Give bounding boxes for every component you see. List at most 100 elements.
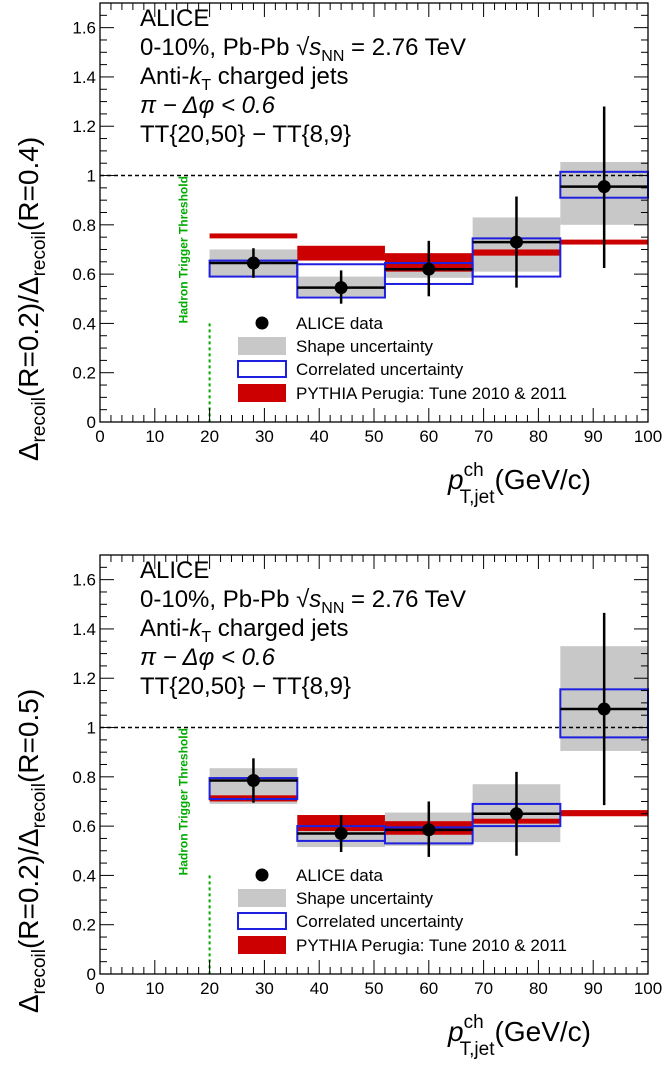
annotation-system: 0-10%, Pb-Pb √sNN = 2.76 TeV bbox=[140, 34, 466, 65]
x-tick-label: 60 bbox=[419, 427, 438, 446]
annotation-sub: T bbox=[201, 629, 211, 646]
x-tick-label: 0 bbox=[95, 979, 104, 998]
y-title-part: (R=0.2)/Δ bbox=[13, 276, 44, 397]
threshold-label: Hadron Trigger Threshold bbox=[177, 176, 191, 323]
y-tick-label: 1.6 bbox=[72, 571, 96, 590]
y-title-part: (R=0.4) bbox=[13, 137, 44, 231]
y-tick-label: 1.4 bbox=[72, 620, 96, 639]
data-point-1 bbox=[334, 827, 348, 841]
x-tick-label: 70 bbox=[474, 979, 493, 998]
annotation-sub: NN bbox=[321, 600, 344, 617]
x-title-part: p bbox=[447, 1016, 464, 1047]
y-axis-title: Δrecoil(R=0.2)/Δrecoil(R=0.4) bbox=[13, 137, 50, 461]
annotation-experiment: ALICE bbox=[140, 5, 209, 32]
y-tick-label: 1.2 bbox=[72, 669, 96, 688]
y-tick-label: 1.4 bbox=[72, 68, 96, 87]
annotation-part: Anti- bbox=[140, 615, 189, 642]
y-tick-label: 0.4 bbox=[72, 866, 96, 885]
annotation-part: charged jets bbox=[211, 615, 348, 642]
legend-label: Correlated uncertainty bbox=[296, 360, 464, 379]
x-tick-label: 70 bbox=[474, 427, 493, 446]
threshold-label: Hadron Trigger Threshold bbox=[177, 728, 191, 875]
annotation-part: 0-10%, Pb-Pb bbox=[140, 586, 296, 613]
data-point-4 bbox=[597, 702, 611, 716]
x-tick-label: 90 bbox=[584, 427, 603, 446]
annotation-cut: π − Δφ < 0.6 bbox=[140, 92, 276, 119]
x-tick-label: 20 bbox=[200, 979, 219, 998]
annotation-part: = 2.76 TeV bbox=[344, 34, 466, 61]
x-tick-label: 0 bbox=[95, 427, 104, 446]
x-title-sub: T,jet bbox=[460, 1039, 496, 1060]
x-tick-label: 50 bbox=[365, 979, 384, 998]
x-tick-label: 60 bbox=[419, 979, 438, 998]
x-tick-label: 30 bbox=[255, 979, 274, 998]
data-point-4 bbox=[597, 180, 611, 194]
x-tick-label: 100 bbox=[634, 979, 662, 998]
data-point-2 bbox=[422, 823, 436, 837]
y-title-sub: recoil bbox=[29, 783, 50, 828]
x-title-part: (GeV/c) bbox=[495, 464, 591, 495]
annotation-jets: Anti-kT charged jets bbox=[140, 63, 349, 94]
sqrt-symbol: √ bbox=[296, 34, 310, 61]
y-title-sub: recoil bbox=[29, 397, 50, 442]
y-tick-label: 1 bbox=[87, 719, 96, 738]
sqrt-symbol: √ bbox=[296, 586, 310, 613]
y-tick-label: 0 bbox=[87, 413, 96, 432]
annotation-sub: NN bbox=[321, 48, 344, 65]
legend: ALICE data Shape uncertainty Correlated un… bbox=[237, 314, 567, 403]
y-axis-title: Δrecoil(R=0.2)/Δrecoil(R=0.5) bbox=[13, 689, 50, 1013]
x-tick-label: 80 bbox=[529, 979, 548, 998]
legend-label: ALICE data bbox=[296, 866, 383, 885]
annotation-trigger: TT{20,50} − TT{8,9} bbox=[140, 121, 351, 148]
x-tick-label: 40 bbox=[310, 979, 329, 998]
annotation-part: charged jets bbox=[211, 63, 348, 90]
pythia-band-0 bbox=[209, 233, 298, 239]
legend-swatch-data bbox=[255, 868, 269, 882]
annotation-part: = 2.76 TeV bbox=[344, 586, 466, 613]
annotation-trigger: TT{20,50} − TT{8,9} bbox=[140, 673, 351, 700]
data-point-3 bbox=[509, 807, 523, 821]
x-tick-label: 10 bbox=[145, 979, 164, 998]
x-title-sup: ch bbox=[464, 460, 484, 481]
y-tick-label: 1.2 bbox=[72, 117, 96, 136]
pythia-band-1 bbox=[297, 245, 385, 261]
y-title-sub: recoil bbox=[29, 231, 50, 276]
x-tick-label: 40 bbox=[310, 427, 329, 446]
x-tick-label: 80 bbox=[529, 427, 548, 446]
annotation-part: 0-10%, Pb-Pb bbox=[140, 34, 296, 61]
annotation-system: 0-10%, Pb-Pb √sNN = 2.76 TeV bbox=[140, 586, 466, 617]
legend-label: Correlated uncertainty bbox=[296, 912, 464, 931]
legend-swatch-data bbox=[255, 316, 269, 330]
y-title-sub: recoil bbox=[29, 949, 50, 994]
legend: ALICE data Shape uncertainty Correlated un… bbox=[237, 866, 567, 955]
y-tick-label: 0.2 bbox=[72, 916, 96, 935]
x-axis-title: pch T,jet(GeV/c) bbox=[447, 1012, 591, 1060]
annotation-experiment: ALICE bbox=[140, 557, 209, 584]
legend-swatch-shape bbox=[238, 889, 286, 907]
legend-swatch-corr bbox=[237, 912, 287, 930]
y-title-part: Δ bbox=[13, 442, 44, 461]
data-point-2 bbox=[422, 262, 436, 276]
legend-label: Shape uncertainty bbox=[296, 889, 434, 908]
annotation-cut: π − Δφ < 0.6 bbox=[140, 644, 276, 671]
y-tick-label: 0 bbox=[87, 965, 96, 984]
y-tick-label: 0.8 bbox=[72, 216, 96, 235]
data-point-3 bbox=[509, 235, 523, 249]
annotation-part: s bbox=[309, 34, 321, 61]
y-title-part: (R=0.2)/Δ bbox=[13, 828, 44, 949]
legend-label: ALICE data bbox=[296, 314, 383, 333]
annotation-jets: Anti-kT charged jets bbox=[140, 615, 349, 646]
y-title-part: Δ bbox=[13, 994, 44, 1013]
y-tick-label: 1.6 bbox=[72, 19, 96, 38]
x-axis-title: pch T,jet(GeV/c) bbox=[447, 460, 591, 508]
y-tick-label: 0.6 bbox=[72, 265, 96, 284]
x-tick-label: 100 bbox=[634, 427, 662, 446]
legend-swatch-pythia bbox=[238, 936, 286, 954]
y-tick-label: 0.2 bbox=[72, 364, 96, 383]
y-tick-label: 1 bbox=[87, 167, 96, 186]
legend-label: PYTHIA Perugia: Tune 2010 & 2011 bbox=[296, 936, 567, 955]
x-title-sub: T,jet bbox=[460, 487, 496, 508]
